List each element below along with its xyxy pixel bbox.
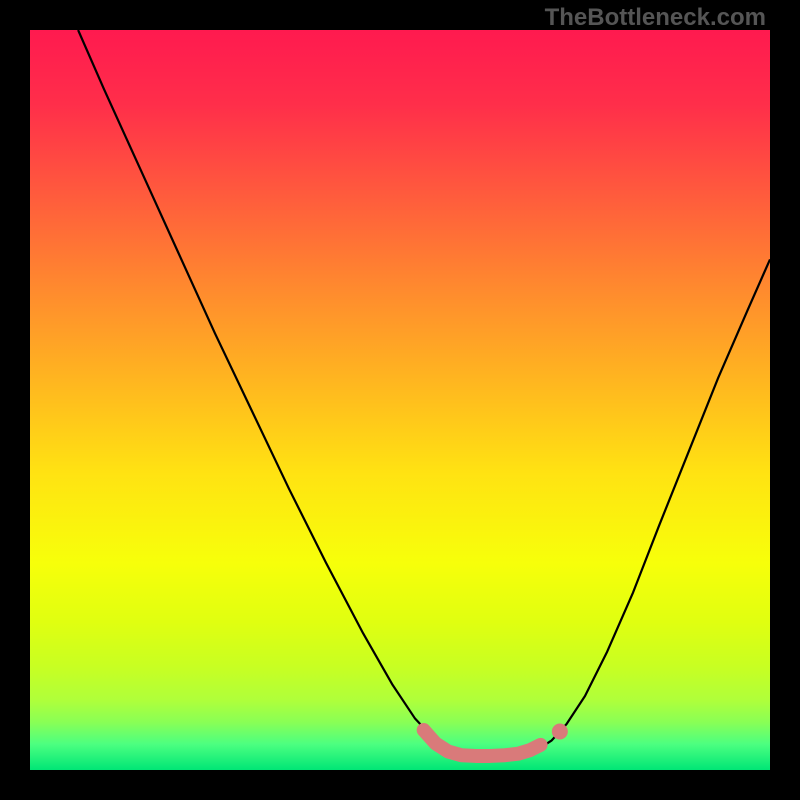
curve-layer [30, 30, 770, 770]
plot-area [30, 30, 770, 770]
annotation-dot [552, 724, 568, 740]
bottleneck-curve [78, 30, 770, 757]
annotation-squiggle [424, 730, 541, 756]
watermark-text: TheBottleneck.com [545, 4, 766, 32]
